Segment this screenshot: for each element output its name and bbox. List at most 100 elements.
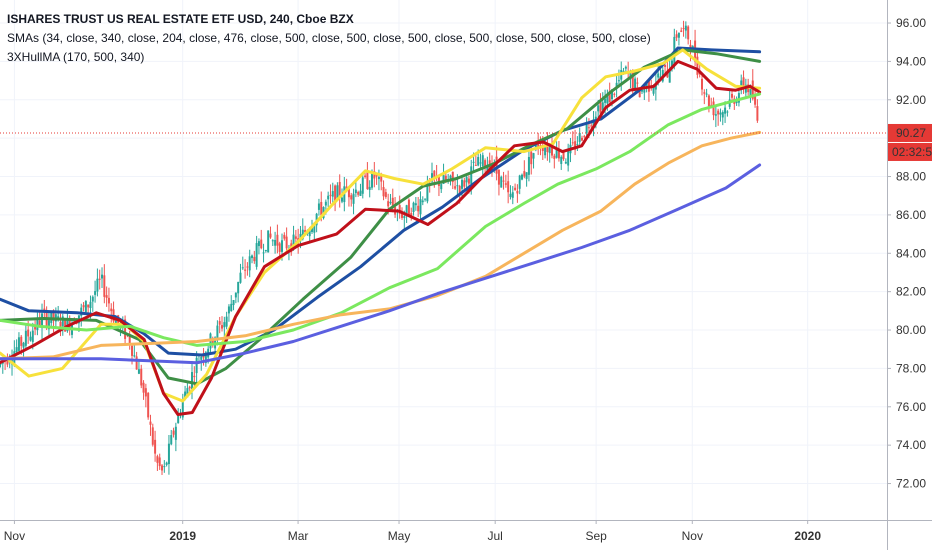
candle-body	[537, 143, 540, 147]
sma-indicator-label[interactable]: SMAs (34, close, 340, close, 204, close,…	[7, 31, 651, 45]
candle-body	[675, 34, 678, 38]
y-tick-label: 94.00	[896, 54, 926, 68]
candle-body	[461, 179, 464, 189]
symbol-title[interactable]: ISHARES TRUST US REAL ESTATE ETF USD, 24…	[7, 12, 354, 26]
candle-body	[98, 278, 101, 280]
candle-body	[479, 162, 482, 164]
candle-body	[442, 174, 445, 184]
candle-body	[721, 112, 724, 118]
candle-body	[188, 386, 191, 389]
candle-body	[740, 80, 743, 88]
candle-body	[357, 192, 360, 195]
candle-body	[140, 368, 143, 386]
candle-body	[530, 151, 533, 165]
hullma-indicator-label[interactable]: 3XHullMA (170, 500, 340)	[7, 50, 145, 64]
y-tick-label: 86.00	[896, 208, 926, 222]
candle-body	[553, 155, 556, 159]
candle-body	[285, 236, 288, 249]
candle-body	[617, 80, 620, 82]
candle-body	[401, 212, 404, 218]
candle-body	[22, 342, 25, 348]
candle-body	[347, 188, 350, 198]
candle-body	[705, 93, 708, 95]
candle-body	[703, 92, 706, 94]
candle-body	[186, 388, 189, 398]
candle-body	[15, 347, 18, 353]
candle-body	[634, 78, 637, 91]
candle-body	[382, 187, 385, 197]
candle-body	[221, 325, 224, 329]
candle-body	[244, 269, 247, 271]
candle-body	[184, 391, 187, 400]
y-tick-label: 88.00	[896, 170, 926, 184]
candle-body	[613, 93, 616, 95]
candle-body	[714, 114, 717, 116]
candle-body	[154, 439, 157, 454]
candle-body	[294, 236, 297, 239]
candle-body	[398, 205, 401, 214]
candle-body	[91, 296, 94, 302]
candle-body	[652, 85, 655, 94]
candle-body	[470, 166, 473, 184]
candle-body	[403, 216, 406, 219]
candle-body	[354, 189, 357, 194]
candle-body	[377, 176, 380, 180]
candle-body	[331, 191, 334, 197]
candle-body	[237, 281, 240, 294]
candle-body	[477, 157, 480, 166]
candle-body	[29, 336, 32, 341]
y-tick-label: 82.00	[896, 285, 926, 299]
candle-body	[87, 304, 90, 308]
candle-body	[419, 199, 422, 215]
candle-body	[172, 430, 175, 435]
candle-body	[364, 175, 367, 177]
candle-body	[218, 321, 221, 325]
candle-body	[687, 26, 690, 40]
candle-body	[701, 78, 704, 90]
candle-body	[366, 171, 369, 190]
x-tick-label: Jul	[488, 529, 503, 543]
candle-body	[657, 73, 660, 78]
countdown-tag-value: 02:32:54	[892, 145, 932, 159]
candle-body	[677, 32, 680, 38]
candle-body	[756, 106, 759, 121]
candle-body	[327, 195, 330, 200]
candle-body	[449, 175, 452, 179]
candle-body	[158, 457, 161, 467]
candle-body	[271, 240, 274, 242]
candle-body	[737, 93, 740, 103]
candle-body	[414, 203, 417, 206]
candle-body	[421, 200, 424, 203]
candle-body	[24, 330, 27, 346]
candle-body	[223, 322, 226, 328]
candle-body	[124, 319, 127, 339]
candle-body	[444, 175, 447, 182]
candle-body	[361, 177, 364, 194]
candle-body	[574, 141, 577, 150]
candle-body	[200, 356, 203, 360]
candle-body	[560, 156, 563, 164]
candle-body	[267, 230, 270, 253]
candle-body	[334, 185, 337, 204]
candle-body	[680, 30, 683, 32]
candle-body	[472, 161, 475, 163]
candle-body	[34, 325, 37, 330]
x-tick-label: Nov	[4, 529, 25, 543]
candle-body	[624, 66, 627, 69]
candle-body	[564, 161, 567, 164]
candle-body	[311, 227, 314, 232]
candle-body	[103, 275, 106, 297]
y-tick-label: 96.00	[896, 16, 926, 30]
candle-body	[324, 201, 327, 206]
candle-body	[525, 172, 528, 179]
candle-body	[532, 153, 535, 159]
candle-body	[458, 185, 461, 194]
candle-body	[142, 382, 145, 393]
candle-body	[380, 174, 383, 182]
candle-body	[313, 223, 316, 233]
x-tick-label: 2019	[169, 529, 196, 543]
candle-body	[216, 325, 219, 340]
candle-body	[317, 203, 320, 210]
candle-body	[412, 202, 415, 213]
